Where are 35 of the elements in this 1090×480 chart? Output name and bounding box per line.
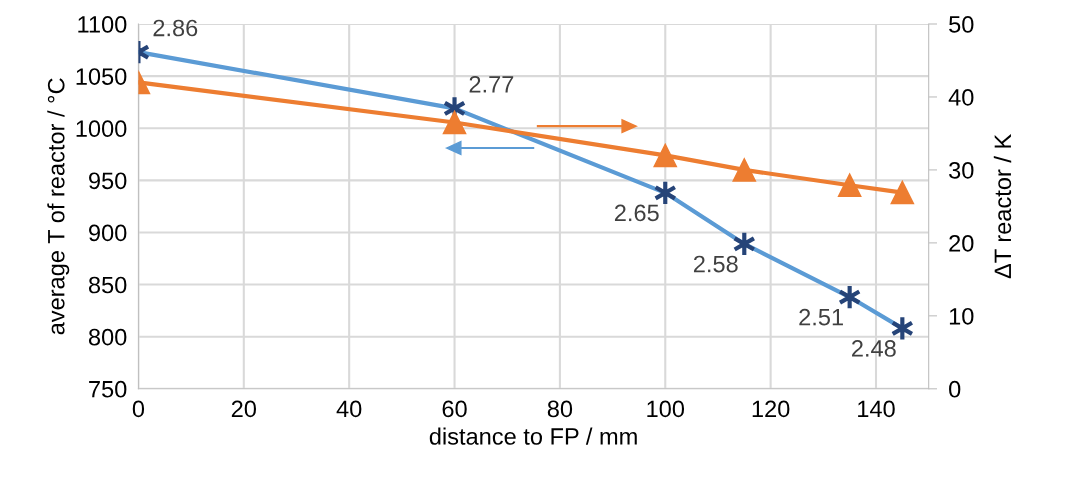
y-tick-label: 750 xyxy=(89,380,127,398)
x-tick-label: 20 xyxy=(231,400,257,418)
y-tick-label: 1000 xyxy=(76,120,127,138)
annotation: 2.65 xyxy=(614,204,659,222)
y2-tick-label: 40 xyxy=(948,89,974,106)
y2-tick-label: 10 xyxy=(949,307,974,325)
annotation: 2.58 xyxy=(693,255,738,273)
x-axis-title: distance to FP / mm xyxy=(429,427,637,445)
y2-axis-title: ΔT reactor / K xyxy=(993,134,1012,279)
x-tick-label: 120 xyxy=(752,400,790,418)
y2-tick-label: 0 xyxy=(949,380,961,398)
x-tick-label: 100 xyxy=(647,400,685,418)
x-tick-label: 40 xyxy=(336,400,362,418)
point xyxy=(732,158,757,182)
x-tick-label: 0 xyxy=(132,400,145,418)
y-tick-label: 800 xyxy=(88,328,127,346)
point xyxy=(837,173,862,198)
y-axis-title: average T of reactor / °C xyxy=(47,78,70,335)
annotation: 2.48 xyxy=(852,340,896,357)
x-tick-label: 60 xyxy=(442,400,467,418)
y-tick-label: 1050 xyxy=(76,68,127,85)
x-tick-label: 80 xyxy=(547,400,573,418)
y-tick-label: 900 xyxy=(89,224,127,242)
y2-tick-label: 20 xyxy=(949,234,974,252)
y2-tick-label: 50 xyxy=(949,16,974,33)
point xyxy=(653,143,678,168)
y-tick-label: 950 xyxy=(89,172,127,190)
annotation: 2.51 xyxy=(799,308,843,326)
annotation: 2.77 xyxy=(469,75,514,93)
y-tick-label: 1100 xyxy=(78,16,127,33)
x-tick-label: 140 xyxy=(858,400,895,418)
y-tick-label: 850 xyxy=(88,276,127,294)
y2-tick-label: 30 xyxy=(949,161,974,179)
annotation: 2.86 xyxy=(153,19,198,37)
point xyxy=(890,180,915,205)
